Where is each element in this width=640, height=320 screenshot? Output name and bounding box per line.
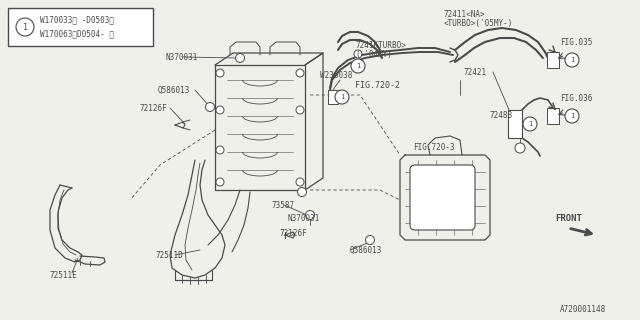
Text: W170033〈 -D0503〉: W170033〈 -D0503〉 xyxy=(40,15,114,25)
Circle shape xyxy=(216,106,224,114)
Circle shape xyxy=(216,178,224,186)
Bar xyxy=(547,108,559,124)
Circle shape xyxy=(296,106,304,114)
Text: A720001148: A720001148 xyxy=(560,306,606,315)
Circle shape xyxy=(365,236,374,244)
FancyBboxPatch shape xyxy=(410,165,475,230)
Circle shape xyxy=(16,18,34,36)
Text: 72126F: 72126F xyxy=(280,228,308,237)
Bar xyxy=(328,90,338,104)
Bar xyxy=(508,110,522,138)
Circle shape xyxy=(216,69,224,77)
Text: 1: 1 xyxy=(570,113,574,119)
Circle shape xyxy=(335,90,349,104)
Text: 1: 1 xyxy=(570,57,574,63)
Text: (-'04MY): (-'04MY) xyxy=(355,50,392,59)
Text: <TURBO>('05MY-): <TURBO>('05MY-) xyxy=(444,19,513,28)
Circle shape xyxy=(565,109,579,123)
Circle shape xyxy=(351,59,365,73)
Text: 73587: 73587 xyxy=(272,201,295,210)
Text: FIG.720-2: FIG.720-2 xyxy=(355,81,400,90)
Text: Q586013: Q586013 xyxy=(350,245,382,254)
Text: Q586013: Q586013 xyxy=(158,85,190,94)
Bar xyxy=(547,52,559,68)
Circle shape xyxy=(216,146,224,154)
Text: 1: 1 xyxy=(22,22,28,31)
Text: 72421: 72421 xyxy=(463,68,486,76)
Text: 72488: 72488 xyxy=(490,110,513,119)
Circle shape xyxy=(296,178,304,186)
Text: W170063〈D0504- 〉: W170063〈D0504- 〉 xyxy=(40,29,114,38)
Text: FIG.720-3: FIG.720-3 xyxy=(413,142,454,151)
Text: FRONT: FRONT xyxy=(555,213,582,222)
Text: N370031: N370031 xyxy=(288,213,321,222)
Text: N370031: N370031 xyxy=(165,52,197,61)
Circle shape xyxy=(565,53,579,67)
FancyBboxPatch shape xyxy=(8,8,153,46)
Circle shape xyxy=(515,143,525,153)
Text: FIG.035: FIG.035 xyxy=(560,37,593,46)
Text: 1: 1 xyxy=(340,94,344,100)
Circle shape xyxy=(205,102,214,111)
Text: W230038: W230038 xyxy=(320,70,353,79)
Circle shape xyxy=(298,188,307,196)
Text: 72411<NA>: 72411<NA> xyxy=(444,10,486,19)
Circle shape xyxy=(305,211,314,220)
Circle shape xyxy=(523,117,537,131)
Text: 72126F: 72126F xyxy=(140,103,168,113)
Circle shape xyxy=(296,69,304,77)
Text: 7241KTURBO>: 7241KTURBO> xyxy=(355,41,406,50)
Circle shape xyxy=(354,50,362,58)
Text: 72511D: 72511D xyxy=(155,251,183,260)
Text: FIG.036: FIG.036 xyxy=(560,93,593,102)
Circle shape xyxy=(236,53,244,62)
Text: 1: 1 xyxy=(528,121,532,127)
Text: 1: 1 xyxy=(356,63,360,69)
Text: 72511E: 72511E xyxy=(50,270,77,279)
